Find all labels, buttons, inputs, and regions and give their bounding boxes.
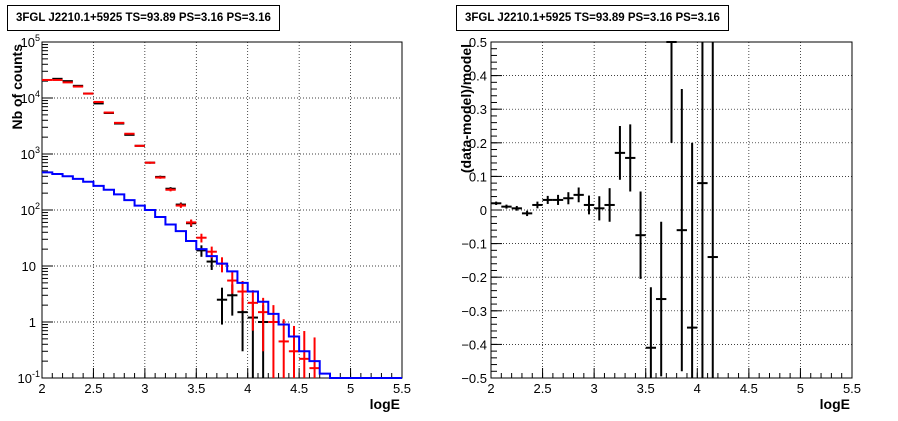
right-series-0-point (686, 142, 698, 378)
right-series-0-point (563, 192, 574, 205)
left-series-1-point (268, 305, 279, 378)
right-series-0-point (666, 41, 677, 143)
left-series-1-point (299, 331, 310, 378)
left-series-1-point (114, 121, 125, 124)
left-x-axis-label: logE (370, 396, 400, 412)
right-series-0-point (594, 196, 605, 221)
left-series-1-point (278, 319, 289, 378)
left-x-tick-label: 4 (244, 381, 251, 396)
left-y-tick-label: 10 (22, 259, 36, 274)
right-series-0-point (532, 201, 543, 209)
left-series-1-point (155, 176, 166, 179)
left-series-0-point (196, 245, 207, 257)
left-series-1-point (144, 161, 156, 164)
right-series-0-point (501, 204, 512, 209)
right-series-0-point (625, 124, 636, 192)
right-y-tick-label: 0.5 (469, 35, 487, 50)
right-y-tick-label: −0.5 (461, 371, 487, 386)
right-x-tick-label: 2.5 (534, 381, 552, 396)
left-y-tick-label: 105 (21, 33, 40, 50)
right-y-tick-label: −0.1 (461, 237, 487, 252)
right-y-tick-label: 0.4 (469, 69, 487, 84)
left-plot-area: 2 2.5 3 3.5 4 4.5 5 5.5 10-1 1 10 102 103 104 105 logE N… (9, 33, 411, 412)
left-series-0-point (93, 102, 104, 105)
left-series-1-point (288, 325, 300, 378)
left-y-tick-label: 10-1 (18, 369, 40, 386)
left-y-tick-label: 103 (21, 145, 40, 162)
right-series-0-point (635, 191, 646, 279)
right-panel-title: 3FGL J2210.1+5925 TS=93.89 PS=3.16 PS=3.… (456, 5, 729, 31)
right-x-tick-label: 3 (591, 381, 598, 396)
right-plot-area: 2 2.5 3 3.5 4 4.5 5 5.5 −0.5 −0.4 −0.3 −0.2 −0.1 0 0.1… (458, 35, 861, 412)
right-y-tick-label: 0.1 (469, 169, 487, 184)
right-series-0-point (645, 287, 657, 378)
left-series-1-point (93, 100, 104, 103)
left-series-0-point (216, 287, 228, 325)
right-y-tick-label: −0.4 (461, 337, 487, 352)
right-series-0-point (542, 195, 553, 204)
left-y-tick-label: 1 (29, 315, 36, 330)
right-series-0-point (583, 195, 595, 215)
left-series-1-point (247, 290, 258, 331)
left-x-tick-label: 3.5 (187, 381, 205, 396)
left-panel-title: 3FGL J2210.1+5925 TS=93.89 PS=3.16 PS=3.… (7, 5, 280, 31)
left-x-tick-label: 2.5 (84, 381, 102, 396)
left-x-tick-label: 2 (38, 381, 45, 396)
right-series-0-point (552, 194, 564, 205)
left-x-tick-label: 4.5 (290, 381, 308, 396)
left-series-1-point (134, 144, 145, 147)
left-series-1-point (124, 132, 135, 135)
right-series-0-point (656, 221, 667, 377)
left-series-1-point (309, 337, 320, 378)
right-series-0-point (676, 89, 687, 372)
left-x-tick-label: 5 (347, 381, 354, 396)
right-y-tick-label: −0.3 (461, 304, 487, 319)
left-x-tick-label: 5.5 (393, 381, 411, 396)
left-series-1-point (186, 219, 197, 226)
right-series-0-point (521, 210, 533, 217)
right-series-0-point (707, 42, 718, 378)
right-x-tick-label: 4.5 (740, 381, 758, 396)
right-x-tick-label: 5.5 (843, 381, 861, 396)
right-series-0-point (604, 188, 615, 222)
left-series-1-point (237, 280, 248, 311)
left-series-1-point (165, 188, 176, 192)
right-y-tick-label: 0.2 (469, 136, 487, 151)
right-series-0-point (511, 205, 522, 211)
right-y-tick-label: 0 (480, 203, 487, 218)
left-series-1-point (258, 297, 269, 352)
left-series-1-point (227, 272, 238, 294)
right-series-0-point (614, 126, 626, 180)
right-x-tick-label: 5 (797, 381, 804, 396)
right-x-tick-label: 4 (694, 381, 701, 396)
left-y-axis-label: Nb of counts (9, 44, 25, 130)
left-series-1-point (196, 233, 207, 243)
left-series-1-point (175, 203, 186, 208)
right-x-axis-label: logE (820, 396, 850, 412)
right-x-tick-label: 2 (487, 381, 494, 396)
left-series-1-point (103, 111, 114, 114)
right-series-0-point (573, 187, 584, 203)
left-y-tick-label: 102 (21, 201, 40, 218)
left-x-tick-label: 3 (141, 381, 148, 396)
left-y-tick-label: 104 (21, 89, 40, 106)
right-x-tick-label: 3.5 (637, 381, 655, 396)
right-series-0-point (491, 201, 502, 205)
right-series-0-point (697, 42, 708, 378)
right-y-axis-label: (data-model)/model (458, 44, 474, 173)
right-y-tick-label: 0.3 (469, 102, 487, 117)
right-y-tick-label: −0.2 (461, 270, 487, 285)
left-series-2-step-line (42, 171, 402, 379)
